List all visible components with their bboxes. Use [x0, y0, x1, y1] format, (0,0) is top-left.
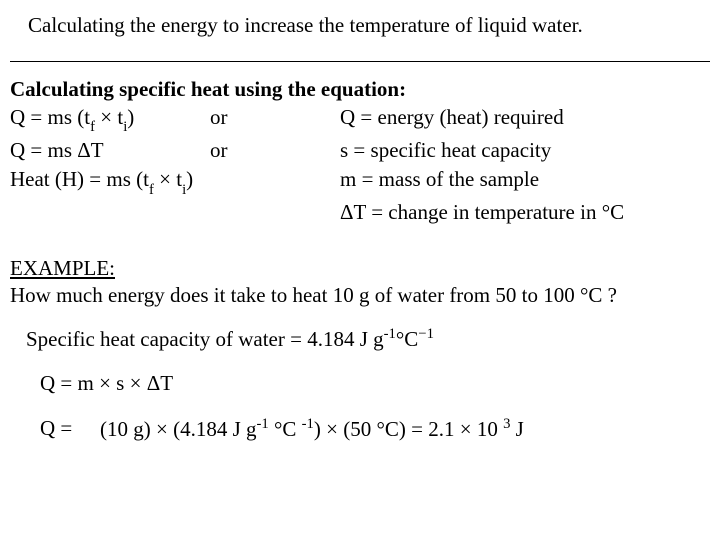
eq-row4-left: [10, 199, 210, 226]
eq-row1-right: Q = energy (heat) required: [340, 104, 710, 135]
eq-row4-mid: [210, 199, 340, 226]
text: Heat (H) = ms (t: [10, 167, 149, 191]
specific-heat-line: Specific heat capacity of water = 4.184 …: [26, 325, 710, 353]
delta-t: ΔT: [77, 138, 103, 162]
equation-block: Q = ms (tf × ti) or Q = energy (heat) re…: [10, 104, 710, 227]
slide-page: Calculating the energy to increase the t…: [0, 0, 720, 453]
superscript-neg1: -1: [302, 416, 314, 432]
text: × t: [154, 167, 182, 191]
text: °C: [396, 327, 418, 351]
text: ΔT = change in temperature in: [340, 200, 602, 224]
text: Q = ms: [10, 138, 77, 162]
superscript-neg1: -1: [257, 416, 269, 432]
text: Q = ms (t: [10, 105, 90, 129]
eq-row2-left: Q = ms ΔT: [10, 137, 210, 164]
equation-heading: Calculating specific heat using the equa…: [10, 76, 710, 103]
eq-row3-right: m = mass of the sample: [340, 166, 710, 197]
eq-row3-left: Heat (H) = ms (tf × ti): [10, 166, 210, 197]
formula-lhs: Q =: [40, 415, 100, 443]
text: × t: [95, 105, 123, 129]
eq-row2-mid: or: [210, 137, 340, 164]
subscript-i: i: [182, 182, 186, 198]
superscript-neg1: -1: [384, 326, 396, 342]
superscript-neg1: −1: [418, 326, 434, 342]
text: (10 g) × (4.184 J g: [100, 417, 257, 441]
text: Specific heat capacity of water = 4.184 …: [26, 327, 384, 351]
text: J: [510, 417, 523, 441]
subscript-f: f: [90, 119, 95, 135]
text: °C: [269, 417, 302, 441]
eq-row1-left: Q = ms (tf × ti): [10, 104, 210, 135]
text: ) × (50 °C) = 2.1 × 10: [314, 417, 503, 441]
text: ): [186, 167, 193, 191]
formula-line-1: Q = m × s × ΔT: [40, 370, 710, 397]
text: ): [127, 105, 134, 129]
example-question: How much energy does it take to heat 10 …: [10, 282, 710, 309]
subscript-f: f: [149, 182, 154, 198]
eq-row1-mid: or: [210, 104, 340, 135]
eq-row2-right: s = specific heat capacity: [340, 137, 710, 164]
slide-title: Calculating the energy to increase the t…: [28, 12, 710, 39]
superscript-3: 3: [503, 416, 510, 432]
divider: [10, 61, 710, 62]
formula-line-2: Q = (10 g) × (4.184 J g-1 °C -1) × (50 °…: [40, 415, 710, 443]
eq-row3-mid: [210, 166, 340, 197]
subscript-i: i: [123, 119, 127, 135]
eq-row4-right: ΔT = change in temperature in °C: [340, 199, 710, 226]
degree-c: °C: [602, 200, 624, 224]
formula-rhs: (10 g) × (4.184 J g-1 °C -1) × (50 °C) =…: [100, 415, 524, 443]
example-label: EXAMPLE:: [10, 255, 710, 282]
